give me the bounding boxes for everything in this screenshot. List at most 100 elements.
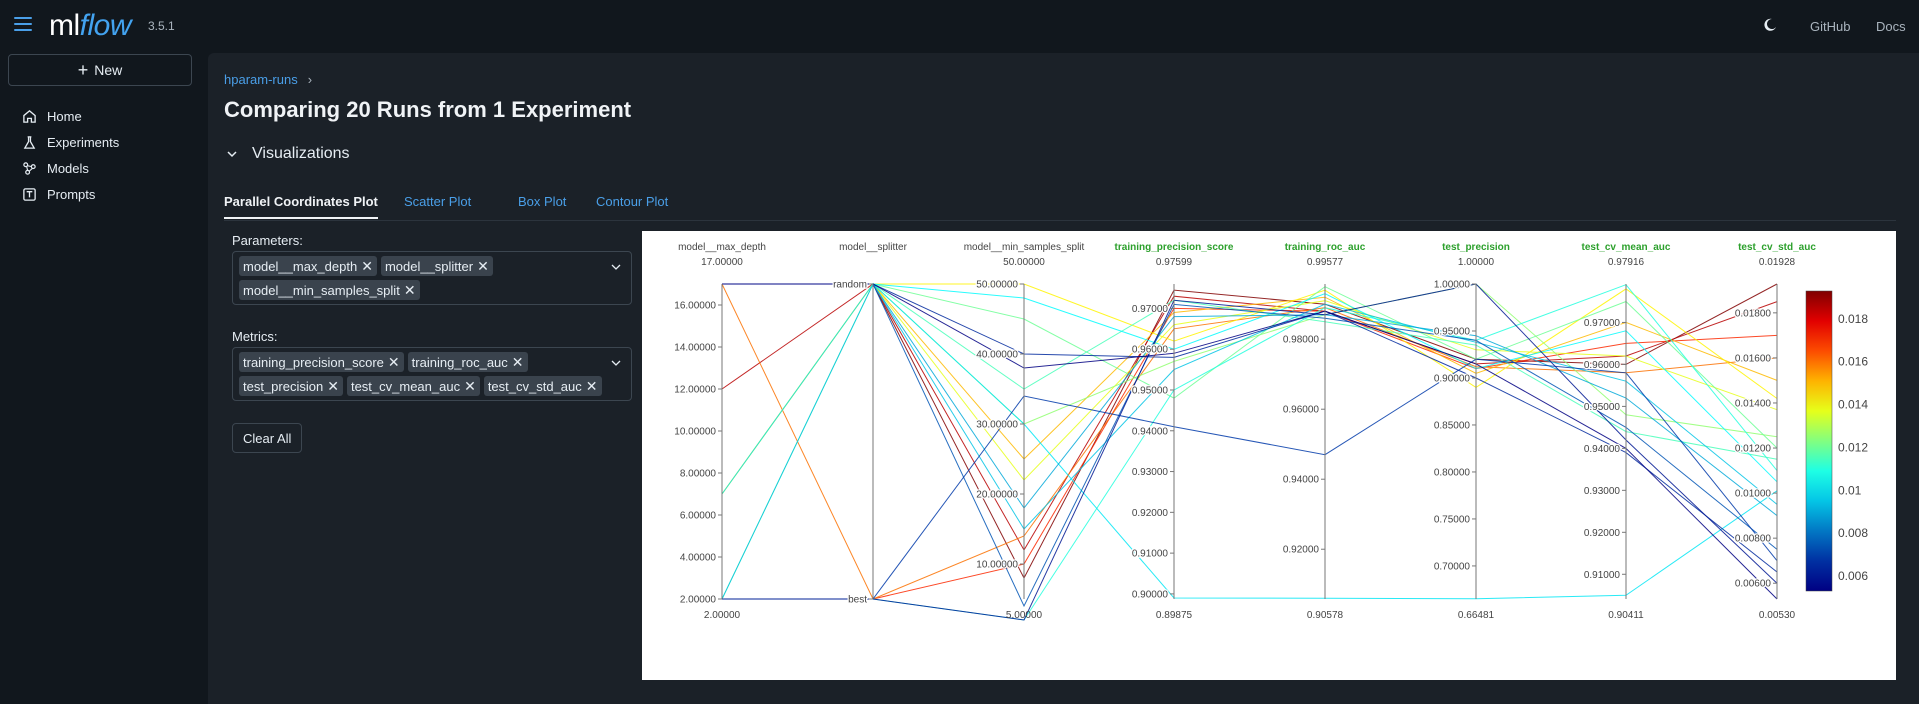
- docs-link[interactable]: Docs: [1876, 19, 1906, 34]
- parallel-coordinates-svg[interactable]: model__max_depth 17.00000 2.00000 2.00000 4.…: [642, 231, 1896, 680]
- close-icon[interactable]: ✕: [464, 377, 476, 394]
- axis-tick-label: 0.97000: [1584, 318, 1621, 329]
- run-line: [721, 283, 1778, 600]
- tab-scatter-plot[interactable]: Scatter Plot: [404, 194, 472, 209]
- breadcrumb: hparam-runs ›: [224, 72, 312, 87]
- metrics-select[interactable]: training_precision_score ✕ training_roc_a…: [232, 347, 632, 401]
- tab-box-plot[interactable]: Box Plot: [518, 194, 567, 209]
- axis-tick-label: 1.00000: [1434, 280, 1471, 291]
- close-icon[interactable]: ✕: [585, 377, 598, 394]
- axis-tick-label: 2.00000: [680, 595, 717, 606]
- axis-tick-label: 0.94000: [1132, 426, 1169, 437]
- tab-contour-plot[interactable]: Contour Plot: [596, 194, 669, 209]
- version-label: 3.5.1: [148, 19, 175, 33]
- home-icon: [23, 109, 36, 123]
- axis-tick-label: 0.95000: [1132, 385, 1169, 396]
- github-link[interactable]: GitHub: [1810, 19, 1851, 34]
- parameters-select[interactable]: model__max_depth ✕ model__splitter ✕ model…: [232, 251, 632, 305]
- parallel-coordinates-plot[interactable]: model__max_depth 17.00000 2.00000 2.00000 4.…: [642, 231, 1896, 680]
- axis-tick-label: best: [848, 595, 867, 606]
- axis-min-label: 0.89875: [1156, 610, 1193, 621]
- close-icon[interactable]: ✕: [387, 353, 400, 370]
- sidebar-item-home[interactable]: Home: [22, 105, 82, 127]
- axis-max-label: 0.97916: [1608, 257, 1645, 268]
- mlflow-logo[interactable]: mlflow: [49, 9, 132, 42]
- page-title: Comparing 20 Runs from 1 Experiment: [224, 97, 632, 122]
- sidebar: + New Home Experiments Models Prompts: [0, 52, 207, 704]
- axis-tick-label: 0.91000: [1132, 549, 1169, 560]
- run-line: [722, 283, 1778, 483]
- axis-min-label: 0.00530: [1759, 610, 1796, 621]
- chevron-down-icon[interactable]: [611, 358, 621, 368]
- chevron-right-icon: ›: [307, 72, 313, 87]
- axis-min-label: 2.00000: [704, 610, 741, 621]
- run-line: [722, 283, 1778, 600]
- axis-tick-label: 6.00000: [680, 511, 717, 522]
- axis-tick-label: 0.92000: [1132, 508, 1169, 519]
- axis-min-label: 0.90578: [1307, 610, 1344, 621]
- new-button[interactable]: + New: [8, 54, 192, 86]
- axis-tick-label: 0.92000: [1283, 545, 1320, 556]
- axis-tick-label: 0.01600: [1735, 353, 1772, 364]
- axis-title: test_precision: [1442, 242, 1510, 253]
- run-line: [722, 283, 1778, 573]
- run-line: [721, 282, 1778, 600]
- colorbar-tick-label: 0.016: [1838, 355, 1868, 369]
- close-icon[interactable]: ✕: [403, 281, 416, 298]
- colorbar-tick-label: 0.012: [1838, 440, 1868, 454]
- run-line: [722, 283, 1778, 580]
- colorbar-tick-label: 0.014: [1838, 398, 1868, 412]
- axis-max-label: 1.00000: [1458, 257, 1495, 268]
- close-icon[interactable]: ✕: [477, 257, 489, 274]
- clear-all-button[interactable]: Clear All: [232, 423, 303, 453]
- axis-tick-label: 0.01400: [1735, 398, 1772, 409]
- axis-title: training_roc_auc: [1285, 242, 1366, 253]
- breadcrumb-experiment-link[interactable]: hparam-runs: [224, 72, 298, 87]
- axis-tick-label: 4.00000: [680, 553, 717, 564]
- metric-tag: test_cv_std_auc ✕: [483, 376, 602, 396]
- sidebar-item-models[interactable]: Models: [22, 157, 89, 179]
- sidebar-item-label: Prompts: [47, 186, 96, 202]
- run-line: [722, 307, 1778, 600]
- colorbar-tick-label: 0.018: [1838, 312, 1868, 326]
- chevron-down-icon[interactable]: [611, 262, 621, 272]
- visualization-tabs: Parallel Coordinates Plot Scatter Plot B…: [224, 191, 1896, 221]
- axis-tick-label: random: [833, 280, 867, 291]
- sidebar-item-experiments[interactable]: Experiments: [22, 131, 119, 153]
- axis-max-label: 50.00000: [1003, 257, 1045, 268]
- sidebar-item-prompts[interactable]: Prompts: [22, 183, 95, 205]
- run-line: [722, 283, 1778, 481]
- axis-tick-label: 0.01200: [1735, 444, 1772, 455]
- tab-parallel-coordinates[interactable]: Parallel Coordinates Plot: [224, 194, 378, 219]
- axis-title: model__max_depth: [678, 242, 766, 253]
- run-line: [721, 283, 1778, 600]
- run-line: [721, 283, 1778, 600]
- visualizations-section-toggle[interactable]: Visualizations: [226, 145, 350, 163]
- axis-tick-label: 0.90000: [1434, 373, 1471, 384]
- axis-title: model__splitter: [839, 242, 907, 253]
- close-icon[interactable]: ✕: [327, 377, 339, 394]
- axis-tick-label: 40.00000: [976, 350, 1018, 361]
- axis-tick-label: 0.01800: [1735, 308, 1772, 319]
- axis-tick-label: 0.94000: [1584, 444, 1621, 455]
- hamburger-menu-icon[interactable]: [14, 17, 32, 33]
- sidebar-item-label: Home: [47, 108, 82, 124]
- axis-tick-label: 0.95000: [1434, 326, 1471, 337]
- axis-title: training_precision_score: [1115, 242, 1234, 253]
- metric-tag: training_precision_score ✕: [239, 352, 404, 372]
- close-icon[interactable]: ✕: [361, 257, 373, 274]
- metrics-label: Metrics:: [232, 329, 278, 344]
- axis-title: test_cv_std_auc: [1738, 242, 1816, 253]
- axis-tick-label: 0.92000: [1584, 528, 1621, 539]
- axis-tick-label: 0.91000: [1584, 570, 1621, 581]
- axis-max-label: 17.00000: [701, 257, 743, 268]
- axis-max-label: 0.01928: [1759, 257, 1796, 268]
- axis-tick-label: 0.94000: [1283, 475, 1320, 486]
- run-line: [722, 283, 1778, 516]
- close-icon[interactable]: ✕: [511, 353, 524, 370]
- axis-tick-label: 0.97000: [1132, 304, 1169, 315]
- axis-min-label: 0.90411: [1608, 610, 1644, 621]
- moon-icon[interactable]: [1763, 18, 1777, 32]
- axis-tick-label: 0.00600: [1735, 579, 1772, 590]
- chevron-down-icon: [227, 151, 237, 158]
